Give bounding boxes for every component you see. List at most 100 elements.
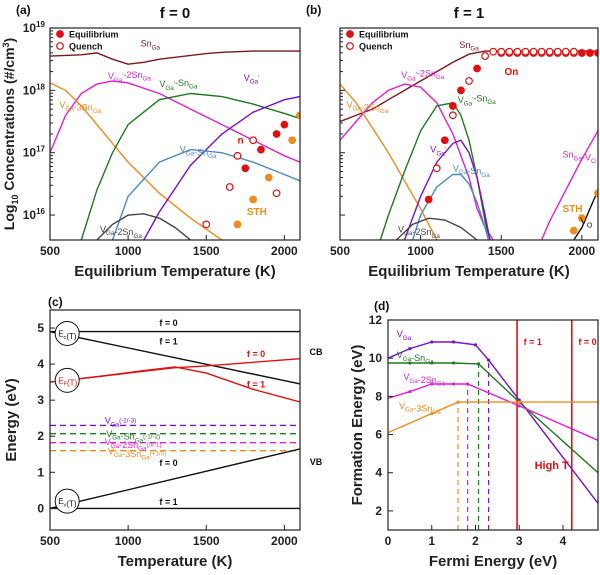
formation-point xyxy=(456,400,460,404)
y-tick-label: 2 xyxy=(37,429,44,443)
quench-point xyxy=(537,47,546,56)
annot-vga-3snga: VGa-3SnGa xyxy=(59,100,101,115)
equilibrium-point xyxy=(586,49,594,57)
annot-vga-3snga-b: VGa-3SnGa xyxy=(346,100,388,115)
annot-vga: VGa' xyxy=(244,73,260,86)
formation-point xyxy=(408,361,412,365)
series-line-1-1 xyxy=(340,83,494,240)
y-tick-label: 1016 xyxy=(23,207,46,222)
quench-point xyxy=(432,164,441,173)
series-line-1-7 xyxy=(540,130,598,240)
quench-point xyxy=(202,220,211,229)
quench-point xyxy=(489,47,498,56)
quench-point xyxy=(553,47,562,56)
equilibrium-point-orange xyxy=(296,111,300,120)
x-tick-label: 3 xyxy=(516,534,523,548)
annot-vga-2snga: VGa'-2SnGa xyxy=(108,70,152,84)
y-axis-title: Energy (eV) xyxy=(3,378,20,461)
x-tick-label: 1500 xyxy=(488,244,515,258)
x-tick-label: 1500 xyxy=(193,244,220,258)
x-tick-label: 0 xyxy=(385,534,392,548)
quench-point xyxy=(529,47,538,56)
annot-ev-circle xyxy=(54,488,80,514)
x-tick-label: 1000 xyxy=(115,244,142,258)
annot-vga-2snga-grey-b: VGa-2SnGa xyxy=(398,225,440,240)
formation-line-0 xyxy=(388,341,598,504)
annot-f1-ef: f = 1 xyxy=(247,380,265,390)
annot-vga-level: VGa(-2/-3) xyxy=(105,416,137,429)
panel-tag: (d) xyxy=(374,299,389,313)
annot-vga-snga-prime: VGa'-SnGa xyxy=(159,78,198,92)
equilibrium-point xyxy=(457,86,465,95)
annot-vga-snga-level: VGa-SnGa(-1/-2) xyxy=(106,429,160,444)
equilibrium-point xyxy=(473,64,481,73)
energy-line-3 xyxy=(50,366,300,403)
annot-vga-3snga-level: VGa-3SnGa(+1/0) xyxy=(108,446,166,461)
legend-marker xyxy=(346,30,354,38)
x-axis-title: Fermi Energy (eV) xyxy=(429,553,557,570)
annot-vga-b: VGa' xyxy=(430,145,446,158)
annot-vga-2snga-b: VGa'-2SnGa xyxy=(401,69,445,83)
annot-vga-snga: VGa-SnGa xyxy=(180,145,217,160)
equilibrium-point xyxy=(594,49,598,57)
annot-vga-snga-d: VGa-SnGa xyxy=(397,350,434,365)
y-axis-title: Formation Energy (eV) xyxy=(349,345,366,506)
series-line-1-2 xyxy=(340,83,438,240)
annot-snga-b: SnGa xyxy=(459,40,479,53)
quench-point xyxy=(521,47,530,56)
annot-sth-b: STH xyxy=(563,204,583,215)
annot-snga: SnGa xyxy=(141,39,161,52)
annot-ef-circle xyxy=(54,367,80,393)
annot-vga-2snga-grey: VGa-2SnGa xyxy=(100,225,142,240)
quench-point xyxy=(233,151,242,160)
formation-point xyxy=(452,361,456,365)
series-line-0-0 xyxy=(50,50,300,65)
formation-point xyxy=(408,347,412,351)
annot-ev: Ev(T) xyxy=(58,497,77,508)
x-axis-title: Temperature (K) xyxy=(118,553,233,570)
quench-point xyxy=(465,77,473,85)
series-line-0-4 xyxy=(143,95,300,240)
y-tick-label: 4 xyxy=(37,357,44,371)
quench-point xyxy=(481,52,490,60)
equilibrium-point-orange xyxy=(264,173,273,182)
energy-line-1 xyxy=(50,330,300,385)
series-line-1-8 xyxy=(573,189,598,240)
y-tick-label: 3 xyxy=(37,393,44,407)
equilibrium-point-orange xyxy=(233,220,242,229)
annot-on: On xyxy=(504,67,518,78)
formation-point xyxy=(466,382,470,386)
equilibrium-point xyxy=(280,120,289,129)
annot-f0-d: f = 0 xyxy=(578,337,596,347)
legend-marker xyxy=(56,42,64,50)
energy-line-8 xyxy=(50,448,300,510)
x-tick-label: 1000 xyxy=(407,244,434,258)
x-tick-label: 1 xyxy=(428,534,435,548)
series-line-0-1 xyxy=(50,80,300,163)
formation-point xyxy=(517,404,521,408)
annot-vb: VB xyxy=(310,457,323,467)
x-axis-title: Equilibrium Temperature (K) xyxy=(74,263,275,280)
legend-label: Equilibrium xyxy=(359,30,409,40)
series-line-1-6 xyxy=(395,217,478,240)
y-tick-label: 12 xyxy=(369,313,383,327)
annot-f0-cb: f = 0 xyxy=(159,318,177,328)
annot-vga-snga-b: VGa-SnGa xyxy=(453,163,490,178)
y-tick-label: 1018 xyxy=(23,82,46,97)
panel-title: f = 1 xyxy=(454,5,484,22)
series-line-1-4 xyxy=(403,139,491,240)
panel-title: f = 0 xyxy=(160,5,190,22)
y-tick-label: 1019 xyxy=(23,20,46,35)
plot-frame-2 xyxy=(49,309,301,531)
equilibrium-point-orange xyxy=(569,226,578,235)
formation-point xyxy=(452,340,456,344)
y-tick-label: 1017 xyxy=(23,145,46,160)
x-tick-label: 500 xyxy=(40,244,60,258)
series-line-1-5 xyxy=(411,173,490,240)
plot-frame-1 xyxy=(339,27,599,241)
legend-marker xyxy=(56,30,64,38)
formation-point xyxy=(473,343,478,347)
equilibrium-point xyxy=(272,130,281,138)
formation-point xyxy=(430,411,434,416)
x-tick-label: 1000 xyxy=(115,534,142,548)
